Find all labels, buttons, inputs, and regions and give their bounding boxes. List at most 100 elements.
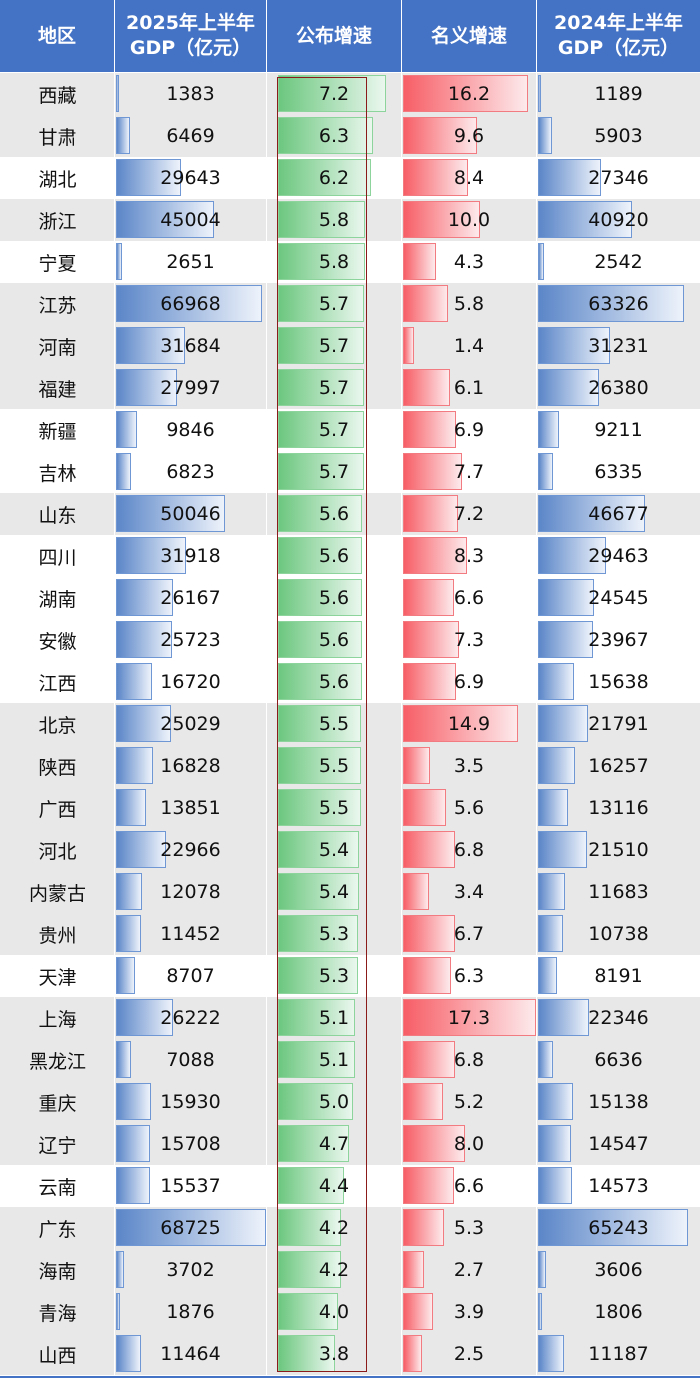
nominal-growth-bar [403,411,457,448]
gdp-2025-bar [116,411,138,448]
gdp-2025-value: 26167 [160,587,221,609]
nominal-growth-bar [403,789,447,826]
gdp-2024-value: 21510 [588,839,649,861]
nominal-growth-value: 9.6 [453,125,485,147]
nominal-growth-bar [403,705,518,742]
table-bottom-rule [0,1376,700,1378]
region-label: 海南 [38,1260,77,1283]
gdp-2024-value: 6335 [594,461,643,483]
gdp-2024-value: 23967 [588,629,649,651]
gdp-2025-value: 15708 [160,1133,221,1155]
gdp-2024-value: 10738 [588,923,649,945]
gdp-2024-bar [538,1125,572,1162]
gdp-2024-value: 6636 [594,1049,643,1071]
gdp-2025-value: 16720 [160,671,221,693]
gdp-2024-value: 5903 [594,125,643,147]
nominal-growth-bar [403,957,452,994]
official-growth-bar [278,915,358,952]
gdp-2025-value: 6469 [166,125,215,147]
nominal-growth-bar [403,159,468,196]
gdp-2024-bar [538,327,610,364]
gdp-2025-bar [116,285,263,322]
official-growth-value: 3.8 [318,1343,350,1365]
official-growth-bar [278,705,361,742]
nominal-growth-bar [403,537,467,574]
gdp-2024-bar [538,285,684,322]
official-growth-value: 5.7 [318,377,350,399]
gdp-2025-bar [116,117,131,154]
official-growth-bar [278,1251,341,1288]
official-growth-value: 6.3 [318,125,350,147]
gdp-2025-bar [116,453,131,490]
gdp-2024-value: 14573 [588,1175,649,1197]
official-growth-bar [278,75,386,112]
nominal-growth-value: 8.0 [453,1133,485,1155]
official-growth-value: 5.1 [318,1049,350,1071]
official-growth-value: 5.4 [318,839,350,861]
region-label: 陕西 [38,756,77,779]
gdp-2025-bar [116,1209,266,1246]
region-label: 河南 [38,336,77,359]
gdp-2025-value: 29643 [160,167,221,189]
nominal-growth-value: 6.9 [453,671,485,693]
nominal-growth-bar [403,915,455,952]
column-divider [401,0,402,1376]
gdp-2025-value: 68725 [160,1217,221,1239]
nominal-growth-bar [403,1041,456,1078]
gdp-2025-value: 45004 [160,209,221,231]
official-growth-value: 6.2 [318,167,350,189]
gdp-2025-bar [116,1125,151,1162]
gdp-2024-value: 27346 [588,167,649,189]
official-growth-bar [278,201,365,238]
official-growth-value: 4.4 [318,1175,350,1197]
official-growth-value: 5.5 [318,713,350,735]
gdp-2024-value: 24545 [588,587,649,609]
gdp-2025-value: 66968 [160,293,221,315]
gdp-2024-bar [538,1251,547,1288]
region-label: 甘肃 [38,126,77,149]
official-growth-bar [278,285,364,322]
nominal-growth-bar [403,663,457,700]
gdp-2025-bar [116,1335,142,1372]
official-growth-bar [278,621,362,658]
gdp-2025-bar [116,957,135,994]
official-growth-bar [278,789,361,826]
gdp-2025-bar [116,495,226,532]
gdp-2025-bar [116,1167,150,1204]
gdp-2024-bar [538,1293,543,1330]
gdp-2024-value: 29463 [588,545,649,567]
header-gdp-2024: 2024年上半年 GDP（亿元） [537,0,700,72]
nominal-growth-value: 3.5 [453,755,485,777]
region-label: 福建 [38,378,77,401]
official-growth-value: 5.6 [318,545,350,567]
gdp-2025-bar [116,327,186,364]
nominal-growth-value: 6.8 [453,839,485,861]
column-divider [114,0,115,1376]
nominal-growth-bar [403,1209,444,1246]
official-growth-value: 5.6 [318,629,350,651]
official-growth-value: 5.3 [318,965,350,987]
header-gdp-2025: 2025年上半年 GDP（亿元） [115,0,266,72]
gdp-2024-bar [538,957,557,994]
region-label: 贵州 [38,924,77,947]
gdp-2024-bar [538,495,646,532]
gdp-2025-value: 27997 [160,377,221,399]
gdp-2024-value: 1189 [594,83,643,105]
nominal-growth-value: 7.2 [453,503,485,525]
gdp-2025-value: 15537 [160,1175,221,1197]
gdp-2024-value: 8191 [594,965,643,987]
nominal-growth-bar [403,831,456,868]
header-gdp-2024-line2: GDP（亿元） [557,37,680,59]
gdp-2025-value: 1383 [166,83,215,105]
gdp-2024-value: 22346 [588,1007,649,1029]
nominal-growth-value: 6.9 [453,419,485,441]
gdp-2025-bar [116,663,153,700]
gdp-2025-bar [116,621,173,658]
gdp-2025-bar [116,999,174,1036]
nominal-growth-value: 10.0 [447,209,491,231]
official-growth-bar [278,117,373,154]
nominal-growth-value: 6.6 [453,1175,485,1197]
gdp-2024-value: 31231 [588,335,649,357]
gdp-2025-value: 26222 [160,1007,221,1029]
